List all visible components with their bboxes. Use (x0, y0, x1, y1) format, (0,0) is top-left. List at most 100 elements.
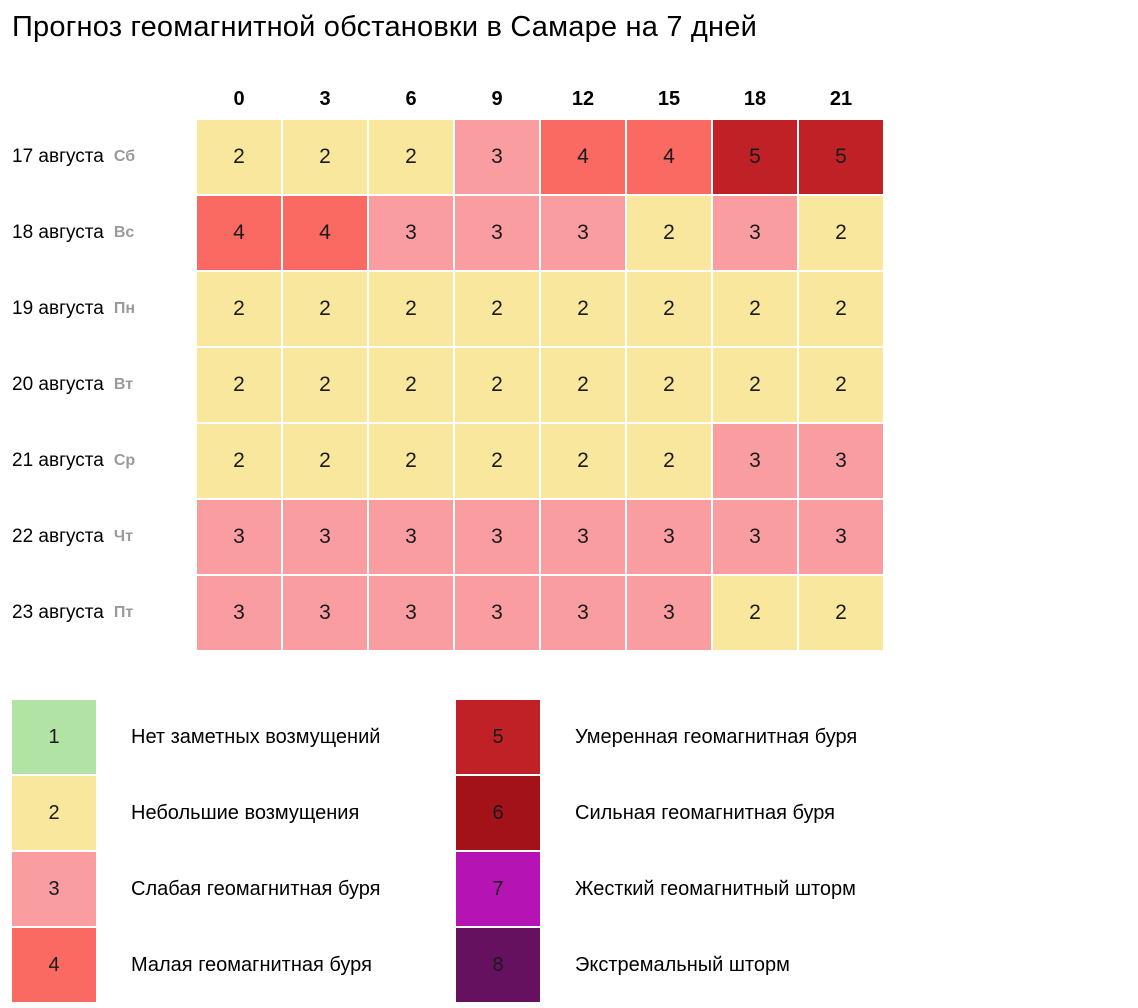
heatmap-cell: 5 (799, 120, 883, 194)
legend-swatch: 7 (456, 852, 540, 926)
heatmap-cell: 3 (713, 500, 797, 574)
heatmap-cell: 3 (455, 500, 539, 574)
heatmap-cell: 3 (455, 576, 539, 650)
heatmap-cell: 2 (197, 424, 281, 498)
legend-item: 3 Слабая геомагнитная буря (12, 852, 380, 926)
heatmap-cell: 3 (369, 500, 453, 574)
legend-item: 1 Нет заметных возмущений (12, 700, 380, 774)
legend-swatch: 4 (12, 928, 96, 1002)
date-text: 18 августа (12, 222, 104, 243)
heatmap-cell: 2 (283, 120, 367, 194)
heatmap-cell: 4 (283, 196, 367, 270)
date-text: 17 августа (12, 146, 104, 167)
heatmap-cell: 2 (369, 424, 453, 498)
heatmap-cell: 4 (197, 196, 281, 270)
heatmap-cell: 2 (197, 120, 281, 194)
row-date-label: 19 августа Пн (12, 272, 135, 346)
legend-swatch: 1 (12, 700, 96, 774)
row-date-label: 22 августа Чт (12, 500, 135, 574)
heatmap-cell: 2 (455, 348, 539, 422)
hour-tick-label: 9 (491, 88, 503, 110)
legend-swatch: 8 (456, 928, 540, 1002)
heatmap-cell: 3 (713, 196, 797, 270)
legend-item: 6 Сильная геомагнитная буря (456, 776, 857, 850)
row-date-label: 21 августа Ср (12, 424, 135, 498)
heatmap-cell: 3 (627, 576, 711, 650)
heatmap-cell: 2 (713, 576, 797, 650)
heatmap-cell: 2 (455, 424, 539, 498)
hour-header-row: 0 3 6 9 12 15 18 21 (197, 88, 883, 111)
hour-tick-label: 3 (319, 88, 331, 110)
heatmap-cell: 2 (541, 424, 625, 498)
legend-label: Умеренная геомагнитная буря (575, 725, 858, 748)
heatmap-cell: 3 (283, 500, 367, 574)
legend-label: Слабая геомагнитная буря (131, 877, 381, 900)
heatmap-cell: 2 (541, 348, 625, 422)
date-text: 19 августа (12, 298, 104, 319)
heatmap-cell: 2 (627, 348, 711, 422)
weekday-text: Вт (113, 376, 134, 393)
date-text: 21 августа (12, 450, 104, 471)
hour-tick-label: 6 (405, 88, 417, 110)
heatmap-cell: 3 (799, 500, 883, 574)
weekday-text: Сб (113, 148, 136, 165)
heatmap-cell: 2 (713, 348, 797, 422)
heatmap-cell: 2 (799, 196, 883, 270)
heatmap-cell: 2 (283, 272, 367, 346)
heatmap-cell: 3 (713, 424, 797, 498)
heatmap-cell: 2 (627, 424, 711, 498)
legend-item: 4 Малая геомагнитная буря (12, 928, 380, 1002)
row-date-label: 18 августа Вс (12, 196, 135, 270)
date-text: 20 августа (12, 374, 104, 395)
heatmap-cell: 2 (369, 348, 453, 422)
heatmap-cell: 3 (197, 576, 281, 650)
legend-label: Малая геомагнитная буря (131, 953, 372, 976)
legend-item: 2 Небольшие возмущения (12, 776, 380, 850)
legend-label: Нет заметных возмущений (131, 725, 381, 748)
heatmap-cell: 3 (541, 500, 625, 574)
heatmap-cell: 4 (541, 120, 625, 194)
legend-swatch: 3 (12, 852, 96, 926)
legend-label: Жесткий геомагнитный шторм (575, 877, 856, 900)
heatmap-cell: 2 (799, 576, 883, 650)
page-title: Прогноз геомагнитной обстановки в Самаре… (12, 11, 757, 43)
heatmap-cell: 2 (197, 348, 281, 422)
hour-tick-label: 0 (233, 88, 245, 110)
heatmap-cell: 2 (541, 272, 625, 346)
heatmap-cell: 3 (283, 576, 367, 650)
heatmap-cell: 3 (541, 196, 625, 270)
heatmap-cell: 4 (627, 120, 711, 194)
legend-item: 7 Жесткий геомагнитный шторм (456, 852, 857, 926)
legend-swatch: 2 (12, 776, 96, 850)
legend-label: Небольшие возмущения (131, 801, 360, 824)
heatmap-cell: 3 (799, 424, 883, 498)
date-labels-column: 17 августа Сб 18 августа Вс 19 августа Пн 20 а… (12, 120, 135, 650)
legend-column-left: 1 Нет заметных возмущений 2 Небольшие возму… (12, 700, 380, 1002)
weekday-text: Пт (113, 604, 134, 621)
weekday-text: Ср (113, 452, 136, 469)
legend-swatch: 6 (456, 776, 540, 850)
weekday-text: Пн (113, 300, 136, 317)
row-date-label: 17 августа Сб (12, 120, 135, 194)
heatmap-cell: 2 (369, 120, 453, 194)
heatmap-cell: 2 (799, 348, 883, 422)
heatmap-cell: 2 (627, 272, 711, 346)
heatmap-cell: 2 (455, 272, 539, 346)
hour-tick-label: 18 (743, 88, 767, 110)
hour-tick-label: 15 (657, 88, 681, 110)
weekday-text: Чт (113, 528, 133, 545)
date-text: 22 августа (12, 526, 104, 547)
heatmap-cell: 2 (283, 348, 367, 422)
heatmap-cell: 5 (713, 120, 797, 194)
heatmap-cell: 2 (197, 272, 281, 346)
heatmap-cell: 2 (369, 272, 453, 346)
heatmap-cell: 2 (713, 272, 797, 346)
heatmap-cell: 3 (369, 196, 453, 270)
hour-tick-label: 21 (829, 88, 853, 110)
row-date-label: 20 августа Вт (12, 348, 135, 422)
row-date-label: 23 августа Пт (12, 576, 135, 650)
legend-swatch: 5 (456, 700, 540, 774)
heatmap-cell: 3 (455, 196, 539, 270)
heatmap-cell: 3 (197, 500, 281, 574)
